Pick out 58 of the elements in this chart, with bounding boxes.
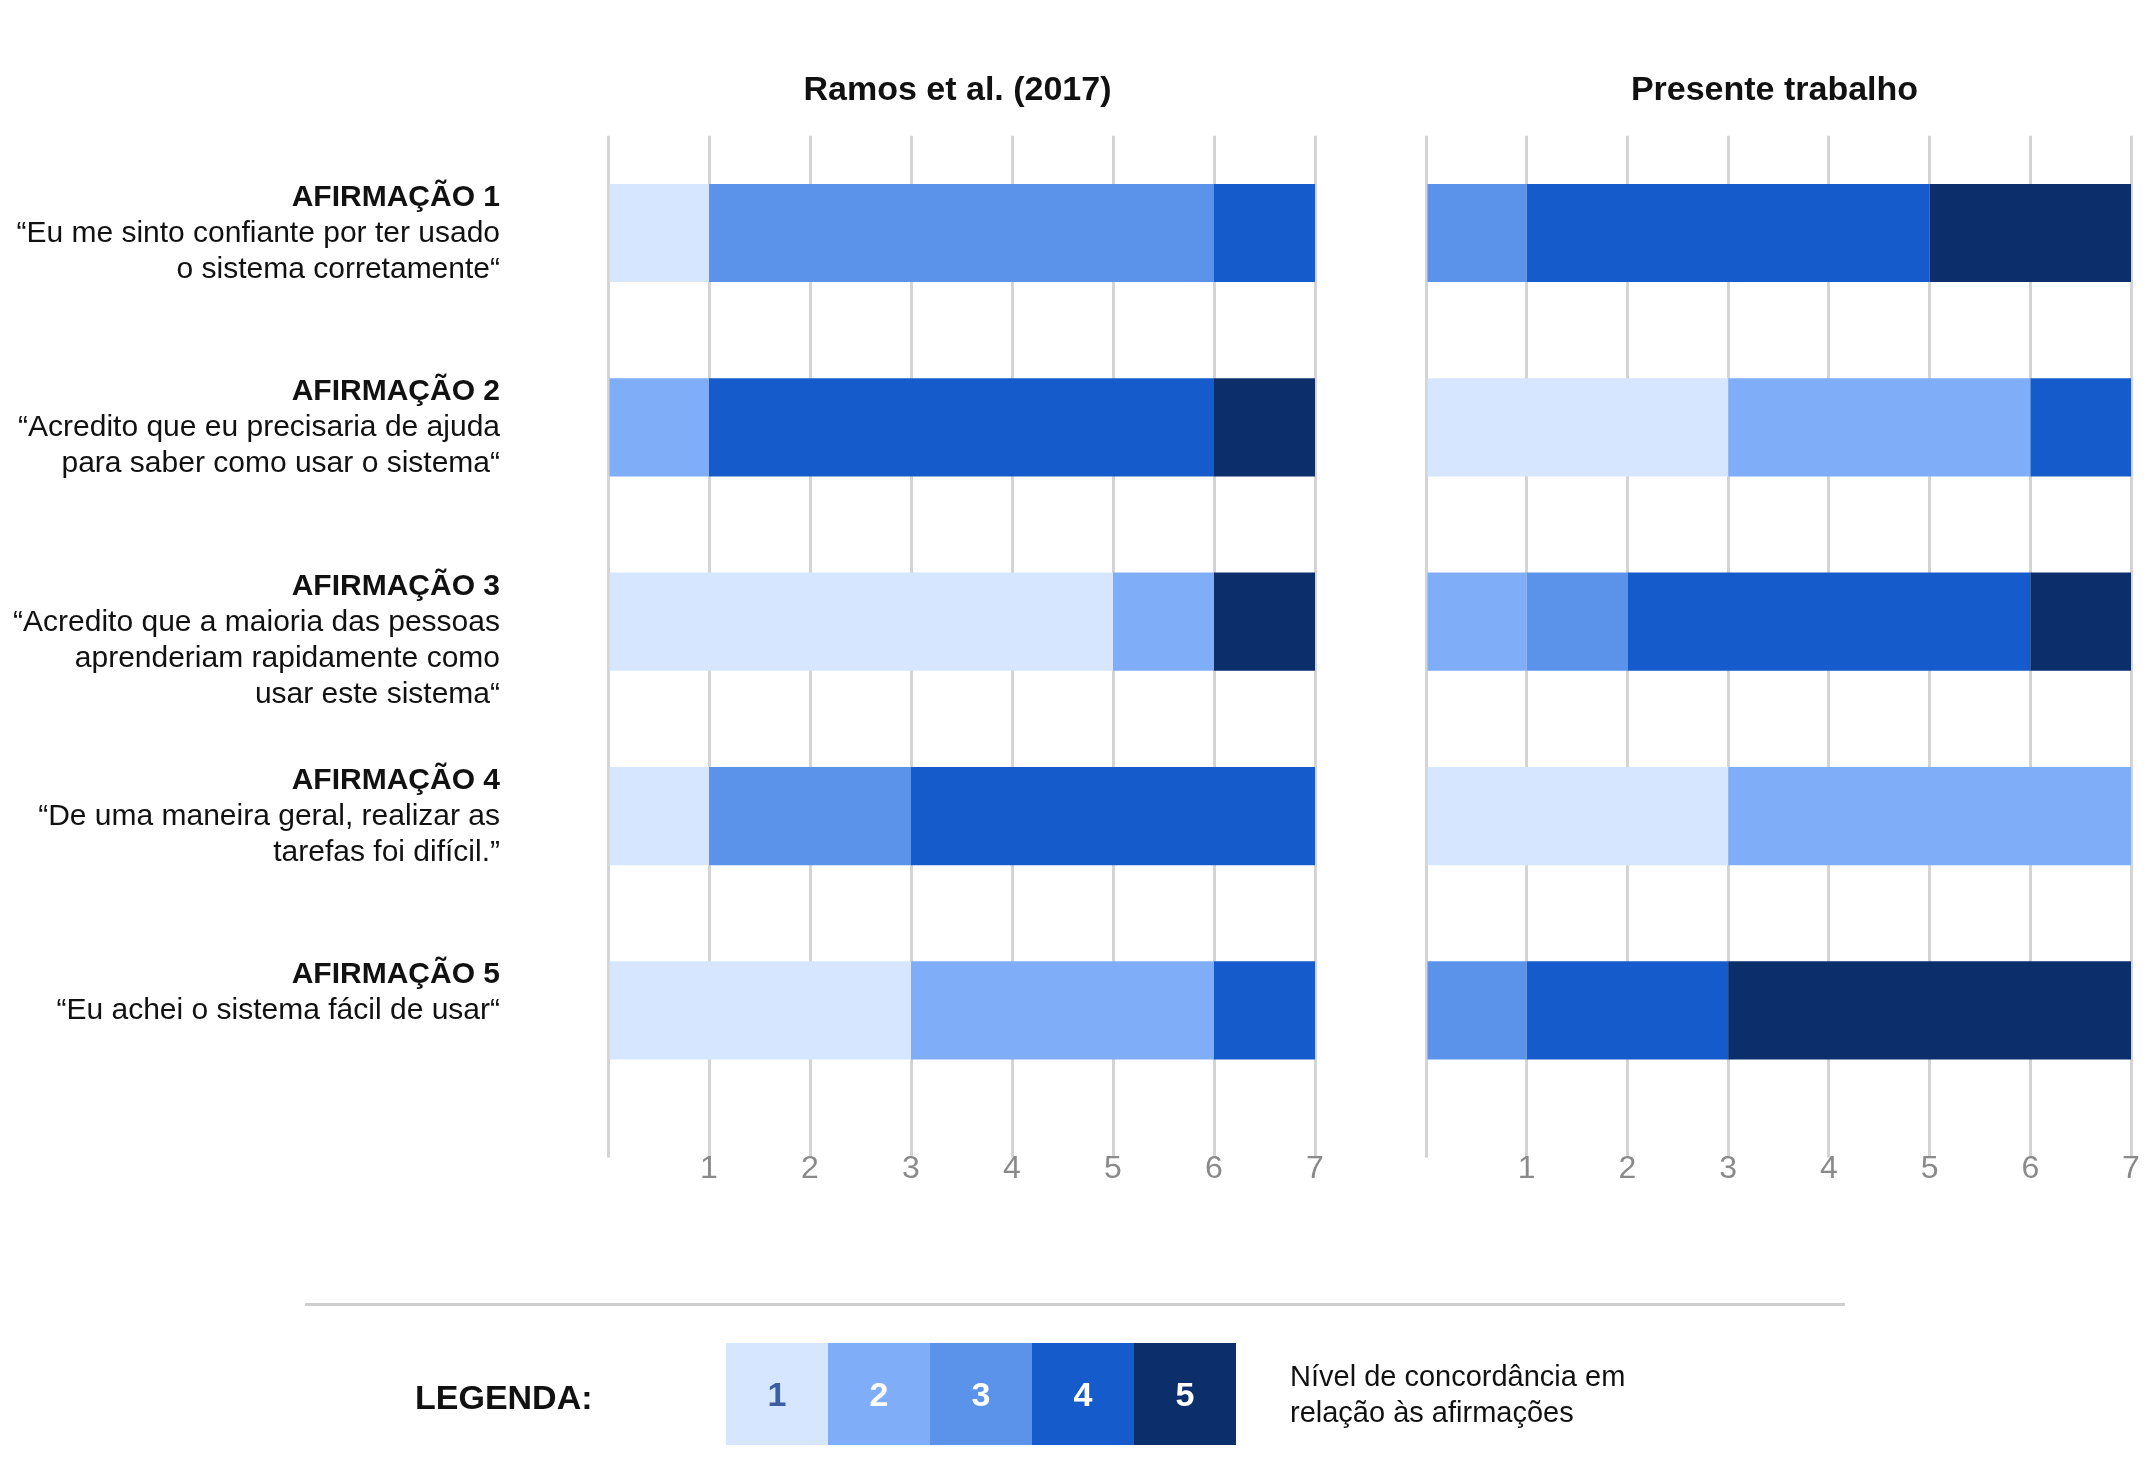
x-tick-label: 5 <box>1920 1148 1939 1185</box>
x-tick-label: 2 <box>1618 1148 1637 1185</box>
bar <box>609 572 1113 671</box>
x-tick-label: 6 <box>1205 1148 1223 1185</box>
bar <box>911 766 1315 866</box>
x-tick-label: 1 <box>1517 1148 1536 1185</box>
text: 5 <box>1134 1343 1236 1445</box>
bar <box>1214 183 1315 283</box>
bar <box>609 766 709 866</box>
bar <box>1728 961 2131 1060</box>
x-tick-label: 7 <box>1306 1148 1324 1185</box>
bar <box>1214 961 1315 1060</box>
bar <box>1627 572 2031 671</box>
bar <box>709 766 911 866</box>
text: 4 <box>1032 1343 1134 1445</box>
bar <box>2030 572 2131 671</box>
bar <box>609 183 709 283</box>
bar <box>1214 572 1315 671</box>
bar <box>609 961 911 1060</box>
bar <box>911 961 1214 1060</box>
bar <box>1427 378 1729 477</box>
x-tick-label: 3 <box>1719 1148 1738 1185</box>
x-tick-label: 6 <box>2021 1148 2040 1185</box>
bar <box>1526 572 1628 671</box>
x-tick-label: 2 <box>801 1148 819 1185</box>
chart-title: Presente trabalho <box>1630 68 1919 107</box>
y-tick-label: AFIRMAÇÃO 4 “De uma maneira geral, realizar as tarefas foi difícil.” <box>37 760 500 867</box>
x-tick-label: 1 <box>700 1148 718 1185</box>
bar <box>1929 183 2131 283</box>
y-tick-label: AFIRMAÇÃO 3 “Acredito que a maioria das pessoas aprenderiam rapidamente como usar este sistema“ <box>12 566 500 709</box>
bar <box>1728 766 2131 866</box>
x-tick-label: 4 <box>1003 1148 1021 1185</box>
bar <box>2030 378 2131 477</box>
x-tick-label: 3 <box>902 1148 920 1185</box>
text: 2 <box>828 1343 930 1445</box>
bar <box>609 378 709 477</box>
x-tick-label: 7 <box>2122 1148 2140 1185</box>
legend-title: LEGENDA: <box>415 1378 593 1417</box>
bar <box>1427 766 1729 866</box>
x-tick-label: 5 <box>1104 1148 1122 1185</box>
y-tick-label: AFIRMAÇÃO 1 “Eu me sinto confiante por ter usado o sistema corretamente“ <box>15 177 500 284</box>
bar <box>1526 961 1729 1060</box>
bar <box>1526 183 1930 283</box>
x-tick-label: 4 <box>1819 1148 1838 1185</box>
chart-title: Ramos et al. (2017) <box>803 68 1112 107</box>
text: 3 <box>930 1343 1032 1445</box>
bar <box>1427 572 1527 671</box>
bar <box>1427 961 1527 1060</box>
y-tick-label: AFIRMAÇÃO 2 “Acredito que eu precisaria de ajuda para saber como usar o sistema“ <box>17 372 500 479</box>
text: 1 <box>726 1343 828 1445</box>
bar <box>709 183 1214 283</box>
bar <box>1728 378 2031 477</box>
text: Nível de concordância em relação às afirmações <box>1290 1359 1627 1430</box>
y-tick-label: AFIRMAÇÃO 5 “Eu achei o sistema fácil de usar“ <box>55 955 500 1026</box>
bar <box>1214 378 1315 477</box>
bar <box>1427 183 1527 283</box>
bar <box>1113 572 1214 671</box>
bar <box>709 378 1214 477</box>
